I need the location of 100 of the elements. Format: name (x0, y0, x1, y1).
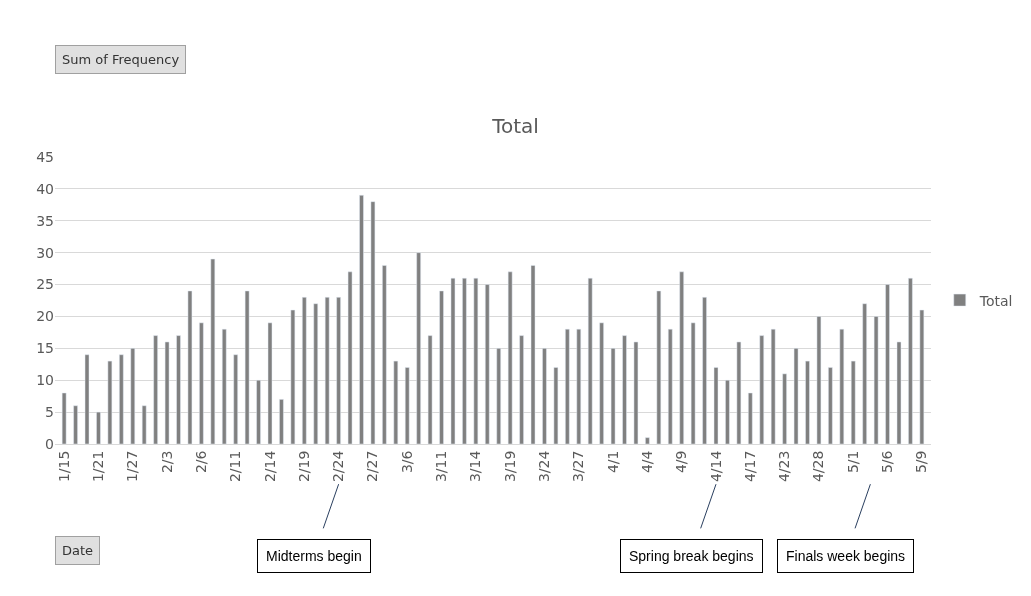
bar (782, 373, 787, 444)
bar (519, 335, 524, 444)
bar (176, 335, 181, 444)
bar (656, 290, 662, 444)
bar (816, 316, 822, 444)
x-tick-label: 3/11 (433, 450, 450, 483)
x-tick-label: 2/27 (364, 450, 381, 483)
bar (713, 367, 719, 444)
y-tick-label: 5 (45, 404, 54, 421)
bar (610, 348, 616, 444)
bar (496, 348, 501, 444)
x-tick-label: 5/9 (913, 450, 930, 474)
x-tick-label: 2/6 (192, 450, 209, 474)
bar (370, 201, 376, 444)
bar (279, 399, 284, 444)
bar (222, 328, 227, 444)
x-tick-label: 4/17 (741, 450, 758, 483)
bar (267, 322, 273, 444)
y-tick-label: 25 (36, 276, 54, 293)
y-tick-label: 40 (36, 180, 54, 197)
bar (530, 265, 536, 444)
x-tick-label: 2/3 (158, 450, 175, 474)
bar (96, 411, 101, 444)
y-tick-label: 35 (36, 212, 54, 229)
bar (565, 328, 570, 444)
bar (153, 335, 158, 444)
x-tick-label: 4/28 (810, 450, 827, 483)
bar (73, 405, 78, 444)
y-tick-label: 0 (45, 435, 54, 452)
x-tick-label: 3/27 (570, 450, 587, 483)
bar (210, 258, 216, 444)
y-tick-label: 10 (36, 372, 54, 389)
text: Midterms begin (266, 548, 362, 564)
bar (416, 252, 421, 444)
bar (736, 341, 742, 444)
x-tick-label: 1/27 (124, 450, 141, 483)
bar (164, 341, 170, 444)
bar (324, 297, 330, 444)
bar (599, 322, 604, 444)
bar (187, 290, 193, 444)
text: Date (62, 543, 94, 558)
bar (725, 379, 730, 444)
bar (759, 335, 764, 444)
legend-label: Total (978, 292, 1013, 309)
x-tick-label: 3/19 (501, 450, 518, 483)
bar (553, 367, 559, 444)
bar (404, 367, 410, 444)
bar (473, 277, 479, 444)
bar (84, 354, 90, 444)
bar (850, 360, 856, 444)
x-tick-label: 4/14 (707, 450, 724, 483)
bar (141, 405, 147, 444)
bar (313, 303, 318, 444)
bar (199, 322, 204, 444)
x-tick-label: 2/19 (295, 450, 312, 483)
bar (679, 271, 684, 444)
bar (690, 322, 696, 444)
x-tick-label: 2/14 (261, 450, 278, 483)
bar (633, 341, 639, 444)
x-tick-label: 3/14 (467, 450, 484, 483)
y-tick-label: 30 (36, 244, 54, 261)
bar (244, 290, 250, 444)
x-tick-label: 5/6 (879, 450, 896, 474)
bar (919, 309, 925, 444)
bar (462, 277, 467, 444)
bar (862, 303, 867, 444)
bar (393, 360, 399, 444)
bar (336, 297, 341, 444)
bar (793, 348, 799, 444)
bar (770, 328, 776, 444)
bar (748, 392, 753, 444)
bar (359, 195, 364, 444)
bar (256, 379, 261, 444)
y-tick-label: 15 (36, 340, 54, 357)
bar (896, 341, 902, 444)
x-tick-label: 5/1 (844, 450, 861, 474)
x-tick-label: 2/24 (330, 450, 347, 483)
bar (347, 271, 353, 444)
bar (302, 297, 307, 444)
bar (485, 284, 490, 444)
x-tick-label: 4/4 (638, 450, 655, 474)
text: Finals week begins (786, 548, 906, 564)
bar (622, 335, 627, 444)
x-tick-label: 2/11 (227, 450, 244, 483)
bar (290, 309, 296, 444)
bar (805, 360, 810, 444)
bar (233, 354, 238, 444)
bar (107, 360, 113, 444)
x-tick-label: 1/21 (90, 450, 107, 483)
bar (130, 348, 136, 444)
bar (645, 437, 650, 444)
bar (885, 284, 890, 444)
x-tick-label: 4/9 (673, 450, 690, 474)
x-tick-label: 1/15 (55, 450, 72, 483)
bar (668, 328, 673, 444)
chart-title: Total (491, 114, 539, 139)
x-tick-label: 3/6 (398, 450, 415, 474)
text: Spring break begins (629, 548, 754, 564)
bar (873, 316, 879, 444)
y-tick-label: 45 (36, 148, 54, 165)
